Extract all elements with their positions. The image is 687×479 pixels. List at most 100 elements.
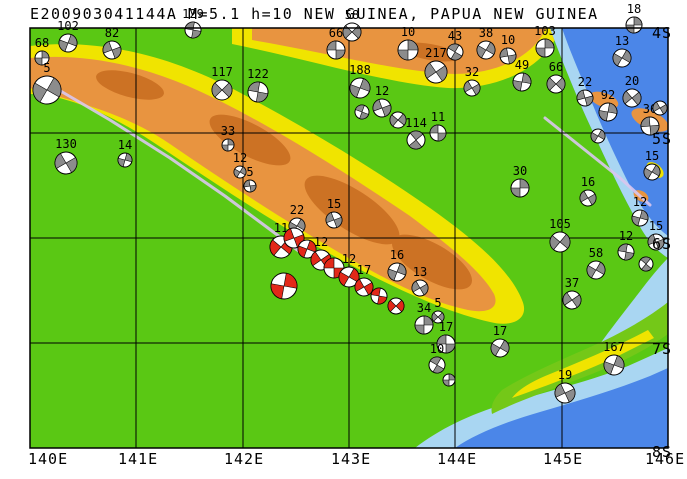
focal-mechanism bbox=[397, 39, 419, 61]
beachball-quadrants bbox=[372, 99, 392, 117]
focal-mechanism bbox=[54, 151, 78, 175]
beachball-quadrants bbox=[612, 49, 632, 67]
focal-mechanism bbox=[431, 310, 445, 324]
focal-mechanism bbox=[389, 111, 407, 129]
focal-mechanism bbox=[463, 79, 481, 97]
beachball-quadrants bbox=[397, 39, 419, 61]
focal-mechanism bbox=[424, 60, 448, 84]
latitude-tick-label: 8S bbox=[652, 443, 672, 461]
beachball-quadrants bbox=[598, 102, 618, 122]
mechanism-depth-label: 37 bbox=[565, 276, 579, 290]
beachball-quadrants bbox=[389, 113, 407, 127]
mechanism-depth-label: 66 bbox=[329, 26, 343, 40]
beachball-quadrants bbox=[622, 90, 642, 106]
longitude-tick-label: 145E bbox=[543, 450, 583, 468]
focal-mechanism bbox=[512, 72, 532, 92]
mechanism-depth-label: 10 bbox=[501, 33, 515, 47]
focal-mechanism bbox=[411, 279, 429, 297]
mechanism-depth-label: 114 bbox=[405, 116, 427, 130]
focal-mechanism bbox=[414, 315, 434, 335]
latitude-tick-label: 6S bbox=[652, 235, 672, 253]
beachball-quadrants bbox=[579, 190, 597, 206]
mechanism-depth-label: 12 bbox=[375, 84, 389, 98]
focal-mechanism bbox=[184, 21, 202, 39]
beachball-quadrants bbox=[270, 272, 298, 300]
axis-labels-layer: 140E 141E 142E 143E 144E 145E 146E 4S 5S 6S 7S 8S bbox=[28, 24, 684, 468]
beachball-quadrants bbox=[221, 138, 235, 152]
beachball-quadrants bbox=[590, 129, 606, 143]
focal-mechanism bbox=[247, 81, 269, 103]
focal-mechanism bbox=[270, 272, 298, 300]
beachball-quadrants bbox=[586, 261, 606, 279]
focal-mechanism bbox=[221, 138, 235, 152]
beachball-quadrants bbox=[510, 178, 530, 198]
focal-mechanism bbox=[243, 179, 257, 193]
mechanism-depth-label: 5 bbox=[43, 61, 50, 75]
longitude-tick-label: 140E bbox=[28, 450, 68, 468]
focal-mechanism bbox=[586, 260, 606, 280]
focal-mechanism bbox=[603, 354, 625, 376]
focal-mechanism bbox=[354, 277, 374, 297]
longitude-tick-label: 141E bbox=[118, 450, 158, 468]
beachball-quadrants bbox=[54, 153, 78, 173]
sea-bismarck-shallow bbox=[550, 28, 668, 258]
beachball-quadrants bbox=[102, 41, 122, 59]
focal-mechanism bbox=[428, 356, 446, 374]
mechanism-depth-label: 188 bbox=[349, 63, 371, 77]
plate-boundary-west bbox=[50, 84, 302, 254]
beachball-quadrants bbox=[349, 78, 371, 98]
longitude-tick-label: 142E bbox=[224, 450, 264, 468]
beachball-quadrants bbox=[576, 89, 594, 107]
focal-mechanism bbox=[406, 130, 426, 150]
longitude-tick-label: 143E bbox=[331, 450, 371, 468]
beachball-quadrants bbox=[117, 152, 133, 168]
focal-mechanism bbox=[211, 79, 233, 101]
beachball-quadrants bbox=[325, 212, 343, 228]
beachball-quadrants bbox=[370, 287, 388, 305]
focal-mechanism bbox=[625, 16, 643, 34]
mechanism-depth-label: 17 bbox=[493, 324, 507, 338]
mechanism-depth-label: 34 bbox=[417, 301, 431, 315]
mechanism-depth-label: 38 bbox=[479, 26, 493, 40]
mechanism-depth-label: 18 bbox=[627, 2, 641, 16]
beachball-quadrants bbox=[512, 72, 532, 92]
beachball-quadrants bbox=[326, 40, 346, 60]
mechanism-depth-label: 49 bbox=[515, 58, 529, 72]
mechanism-depth-label: 58 bbox=[589, 246, 603, 260]
beachball-quadrants bbox=[554, 383, 576, 403]
beachball-quadrants bbox=[476, 41, 496, 59]
mechanism-depth-label: 12 bbox=[633, 195, 647, 209]
papuan-peninsula-ridge bbox=[512, 330, 654, 398]
beachball-quadrants bbox=[625, 16, 643, 34]
focal-mechanism bbox=[476, 40, 496, 60]
mechanism-depth-label: 30 bbox=[513, 164, 527, 178]
highland-brown-4 bbox=[392, 234, 472, 290]
beachball-quadrants bbox=[546, 77, 566, 91]
mechanism-depth-label: 32 bbox=[465, 65, 479, 79]
mechanism-depth-label: 105 bbox=[549, 217, 571, 231]
beachball-quadrants bbox=[387, 263, 407, 281]
mechanism-depth-label: 19 bbox=[558, 368, 572, 382]
beachball-quadrants bbox=[652, 101, 668, 115]
mechanism-depth-label: 15 bbox=[327, 197, 341, 211]
mechanism-depth-label: 5 bbox=[246, 165, 253, 179]
focal-mechanism bbox=[562, 290, 582, 310]
focal-mechanism bbox=[549, 231, 571, 253]
beachball-quadrants bbox=[32, 77, 62, 103]
focal-mechanism bbox=[297, 239, 317, 259]
mechanism-depth-label: 217 bbox=[425, 46, 447, 60]
focal-mechanism bbox=[102, 40, 122, 60]
focal-mechanism bbox=[647, 233, 665, 251]
beachball-quadrants bbox=[603, 355, 625, 375]
focal-mechanism bbox=[510, 178, 530, 198]
focal-mechanism bbox=[652, 100, 668, 116]
focal-mechanism bbox=[535, 38, 555, 58]
beachball-quadrants bbox=[424, 62, 448, 82]
beachball-quadrants bbox=[442, 373, 456, 387]
mechanism-depth-label: 117 bbox=[211, 65, 233, 79]
mechanism-depth-label: 13 bbox=[615, 34, 629, 48]
beachball-quadrants bbox=[355, 104, 369, 120]
